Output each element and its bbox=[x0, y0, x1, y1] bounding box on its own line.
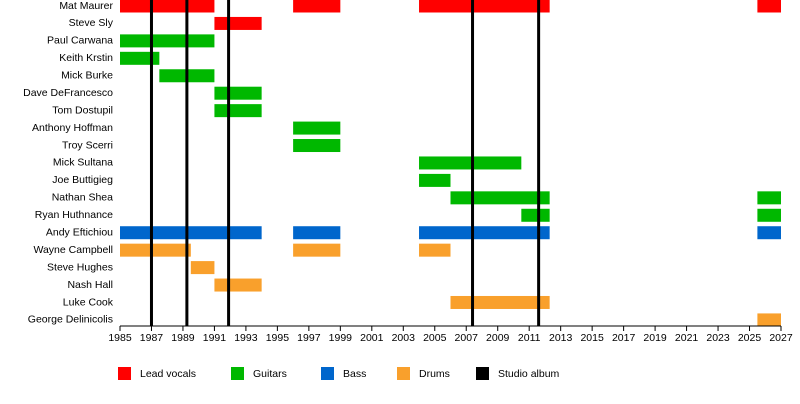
membership-bar bbox=[293, 243, 341, 257]
membership-bar bbox=[214, 16, 262, 30]
member-label: Nash Hall bbox=[67, 279, 113, 291]
x-tick-label: 1985 bbox=[108, 332, 132, 344]
x-tick-label: 2009 bbox=[486, 332, 510, 344]
legend-swatch bbox=[476, 367, 489, 380]
membership-bar bbox=[293, 0, 341, 13]
member-label: Troy Scerri bbox=[62, 139, 113, 151]
membership-bar bbox=[757, 191, 781, 205]
membership-bar bbox=[419, 0, 550, 13]
x-tick-label: 2005 bbox=[423, 332, 447, 344]
membership-bar bbox=[757, 208, 781, 222]
x-tick-label: 1993 bbox=[234, 332, 258, 344]
membership-bar bbox=[521, 208, 550, 222]
x-tick-label: 2017 bbox=[612, 332, 636, 344]
membership-bar bbox=[120, 34, 215, 48]
x-tick-label: 1999 bbox=[329, 332, 353, 344]
legend-label: Lead vocals bbox=[140, 368, 196, 380]
legend-label: Bass bbox=[343, 368, 366, 380]
x-tick-label: 2007 bbox=[455, 332, 479, 344]
x-tick-label: 1989 bbox=[171, 332, 195, 344]
membership-bar bbox=[419, 243, 451, 257]
member-label: Anthony Hoffman bbox=[32, 122, 113, 134]
x-tick-label: 2003 bbox=[392, 332, 416, 344]
x-tick-label: 1991 bbox=[203, 332, 227, 344]
member-label: Mat Maurer bbox=[59, 0, 113, 12]
membership-bar bbox=[214, 86, 262, 100]
member-label: Dave DeFrancesco bbox=[23, 87, 113, 99]
membership-bar bbox=[757, 313, 781, 327]
x-tick-label: 2027 bbox=[769, 332, 793, 344]
membership-bar bbox=[419, 226, 550, 240]
legend-swatch bbox=[321, 367, 334, 380]
x-tick-label: 2019 bbox=[643, 332, 667, 344]
x-tick-label: 2013 bbox=[549, 332, 573, 344]
membership-bar bbox=[419, 173, 451, 187]
legend-swatch bbox=[397, 367, 410, 380]
membership-bar bbox=[293, 226, 341, 240]
membership-bar bbox=[757, 226, 781, 240]
legend-swatch bbox=[118, 367, 131, 380]
member-label: Ryan Huthnance bbox=[35, 209, 113, 221]
member-label: Mick Sultana bbox=[53, 157, 113, 169]
x-tick-label: 1995 bbox=[266, 332, 290, 344]
membership-bar bbox=[120, 51, 160, 65]
membership-bar bbox=[450, 295, 550, 309]
membership-bar bbox=[293, 139, 341, 153]
x-tick-label: 2011 bbox=[518, 332, 541, 344]
x-tick-label: 2025 bbox=[738, 332, 762, 344]
member-label: Andy Eftichiou bbox=[46, 227, 113, 239]
member-label: Joe Buttigieg bbox=[52, 174, 113, 186]
membership-bar bbox=[293, 121, 341, 135]
member-label: Nathan Shea bbox=[52, 192, 113, 204]
membership-bar bbox=[120, 0, 215, 13]
membership-bar bbox=[214, 104, 262, 118]
legend-label: Studio album bbox=[498, 368, 560, 380]
member-label: Keith Krstin bbox=[59, 52, 113, 64]
x-tick-label: 1997 bbox=[297, 332, 321, 344]
member-label: Luke Cook bbox=[63, 296, 114, 308]
member-label: George Delinicolis bbox=[28, 314, 113, 326]
membership-bar bbox=[757, 0, 781, 13]
member-label: Paul Carwana bbox=[47, 35, 113, 47]
membership-bar bbox=[190, 261, 215, 275]
x-tick-label: 2001 bbox=[360, 332, 384, 344]
membership-bar bbox=[450, 191, 550, 205]
membership-bar bbox=[419, 156, 522, 170]
x-tick-label: 2021 bbox=[675, 332, 699, 344]
membership-bar bbox=[214, 278, 262, 292]
legend-label: Guitars bbox=[253, 368, 287, 380]
legend-label: Drums bbox=[419, 368, 450, 380]
member-label: Steve Sly bbox=[69, 17, 114, 29]
member-label: Steve Hughes bbox=[47, 261, 113, 273]
member-label: Mick Burke bbox=[61, 70, 113, 82]
x-tick-label: 2023 bbox=[706, 332, 730, 344]
x-tick-label: 2015 bbox=[580, 332, 604, 344]
membership-bar bbox=[120, 243, 191, 257]
membership-bar bbox=[120, 226, 262, 240]
member-label: Tom Dostupil bbox=[52, 104, 113, 116]
x-tick-label: 1987 bbox=[140, 332, 164, 344]
member-label: Wayne Campbell bbox=[33, 244, 113, 256]
legend-swatch bbox=[231, 367, 244, 380]
